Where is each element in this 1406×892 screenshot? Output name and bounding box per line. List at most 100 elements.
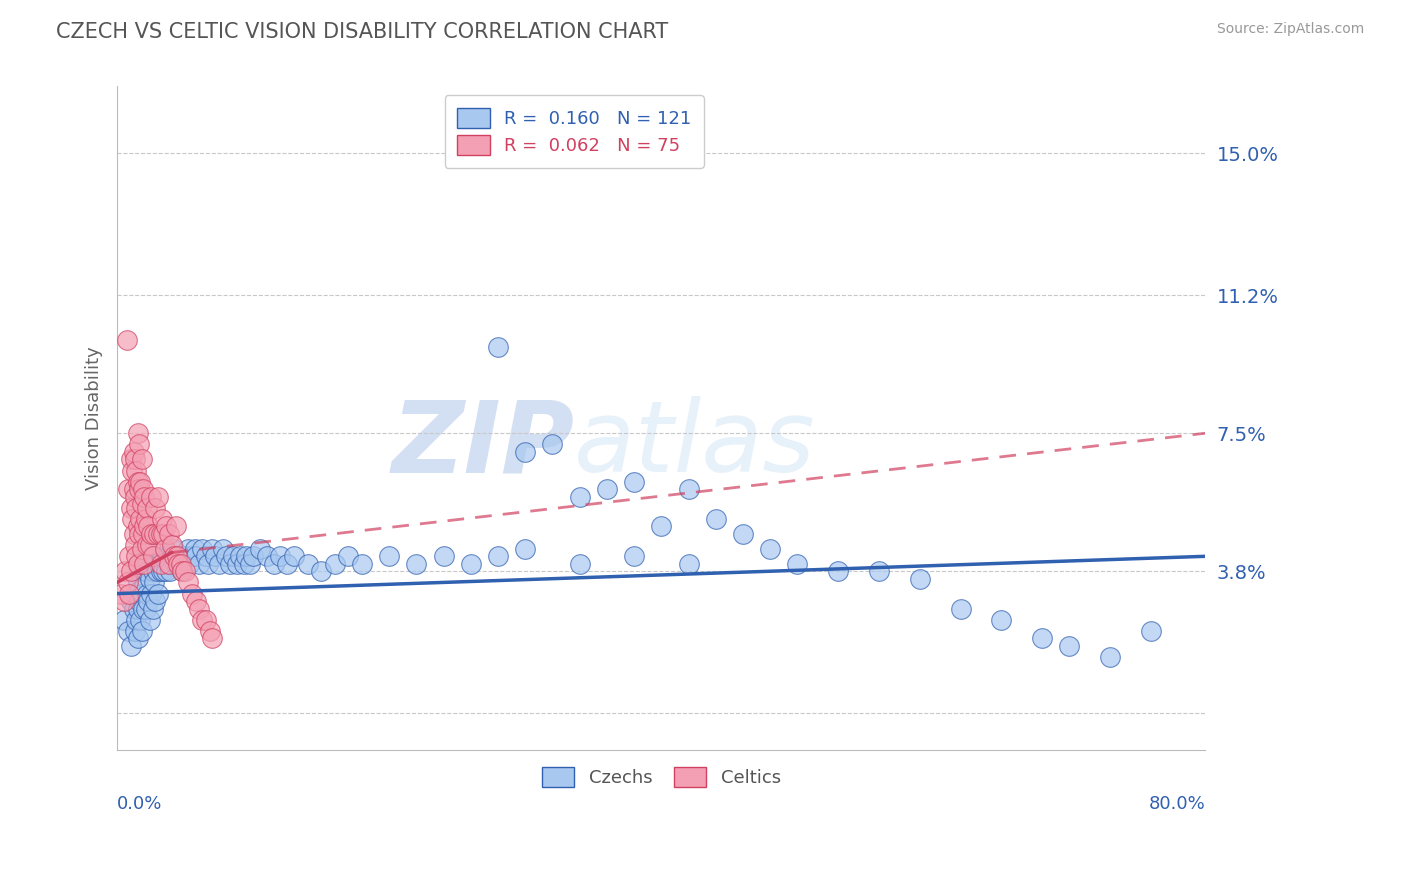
Point [125, 500, 148, 515]
Point [208, 557, 231, 571]
Point [219, 557, 242, 571]
Point [165, 557, 187, 571]
Point [135, 601, 157, 615]
Point [125, 463, 148, 477]
Point [242, 549, 264, 564]
Point [120, 564, 142, 578]
Point [138, 557, 160, 571]
Point [181, 549, 204, 564]
Point [172, 564, 194, 578]
Point [150, 512, 173, 526]
Point [115, 333, 138, 347]
Point [134, 579, 156, 593]
Point [174, 549, 197, 564]
Point [405, 557, 427, 571]
Point [179, 557, 201, 571]
Point [118, 586, 141, 600]
Point [167, 557, 190, 571]
Point [678, 557, 700, 571]
Point [132, 527, 155, 541]
Point [759, 541, 782, 556]
Point [120, 594, 142, 608]
Point [131, 497, 153, 511]
Point [283, 549, 305, 564]
Point [117, 575, 139, 590]
Point [225, 557, 247, 571]
Point [134, 490, 156, 504]
Y-axis label: Vision Disability: Vision Disability [86, 346, 103, 491]
Point [232, 557, 254, 571]
Point [146, 586, 169, 600]
Point [152, 527, 174, 541]
Point [486, 549, 509, 564]
Point [127, 475, 149, 489]
Point [350, 557, 373, 571]
Point [1099, 650, 1122, 665]
Point [187, 557, 209, 571]
Point [949, 601, 972, 615]
Point [157, 527, 180, 541]
Point [623, 549, 645, 564]
Point [143, 549, 166, 564]
Point [170, 557, 193, 571]
Point [152, 564, 174, 578]
Point [120, 639, 142, 653]
Point [177, 575, 200, 590]
Point [222, 549, 245, 564]
Point [269, 549, 291, 564]
Point [170, 557, 193, 571]
Point [125, 613, 148, 627]
Point [121, 463, 143, 477]
Point [515, 541, 537, 556]
Point [128, 482, 150, 496]
Point [128, 527, 150, 541]
Point [215, 549, 238, 564]
Legend: Czechs, Celtics: Czechs, Celtics [534, 760, 789, 795]
Point [138, 594, 160, 608]
Point [141, 549, 163, 564]
Point [378, 549, 401, 564]
Point [163, 541, 186, 556]
Point [118, 549, 141, 564]
Point [132, 601, 155, 615]
Point [172, 564, 194, 578]
Point [433, 549, 456, 564]
Point [122, 527, 145, 541]
Point [143, 594, 166, 608]
Point [153, 541, 176, 556]
Point [139, 572, 162, 586]
Point [786, 557, 808, 571]
Point [731, 527, 754, 541]
Point [228, 549, 250, 564]
Point [249, 541, 271, 556]
Point [157, 557, 180, 571]
Point [163, 549, 186, 564]
Point [197, 557, 219, 571]
Point [596, 482, 619, 496]
Point [129, 582, 152, 597]
Point [650, 519, 672, 533]
Point [127, 601, 149, 615]
Point [149, 527, 172, 541]
Point [155, 564, 177, 578]
Point [131, 586, 153, 600]
Point [256, 549, 278, 564]
Point [263, 557, 285, 571]
Text: atlas: atlas [574, 396, 815, 493]
Point [276, 557, 298, 571]
Point [156, 549, 179, 564]
Point [136, 541, 159, 556]
Point [125, 549, 148, 564]
Point [142, 527, 165, 541]
Point [297, 557, 319, 571]
Point [129, 613, 152, 627]
Point [136, 586, 159, 600]
Point [159, 564, 181, 578]
Point [160, 549, 183, 564]
Point [138, 519, 160, 533]
Text: CZECH VS CELTIC VISION DISABILITY CORRELATION CHART: CZECH VS CELTIC VISION DISABILITY CORREL… [56, 22, 668, 42]
Point [124, 538, 146, 552]
Point [1059, 639, 1081, 653]
Point [150, 549, 173, 564]
Point [136, 538, 159, 552]
